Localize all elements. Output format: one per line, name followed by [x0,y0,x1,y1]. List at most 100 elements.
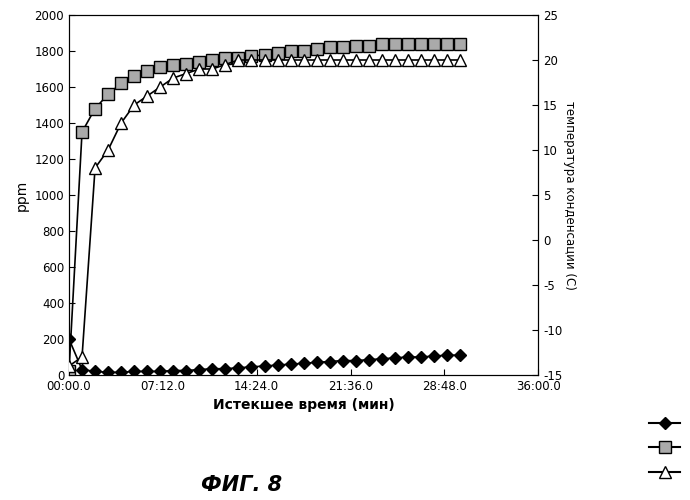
CO2 [456,41,464,47]
Y-axis label: ppm: ppm [14,180,29,210]
CO2 [260,52,268,58]
CO2 [417,41,425,47]
CO [91,368,99,374]
Tdew [65,363,73,369]
CO2 [78,129,86,135]
CO [417,354,425,360]
CO [443,352,451,358]
CO [456,352,464,358]
CO2 [326,44,334,51]
Tdew [143,93,151,99]
CO [339,358,347,364]
Tdew [195,66,204,72]
CO [156,368,164,374]
X-axis label: Истекшее время (мин): Истекшее время (мин) [213,398,395,412]
Tdew [117,120,126,126]
Tdew [273,57,282,63]
CO [208,366,217,372]
Tdew [391,57,399,63]
CO2 [391,41,399,47]
Tdew [456,57,464,63]
CO2 [169,62,177,68]
CO [195,366,204,372]
CO2 [443,41,451,47]
Tdew [104,147,112,153]
CO2 [404,41,412,47]
Line: CO: CO [65,335,464,376]
CO [430,353,438,359]
CO2 [91,106,99,112]
CO2 [104,91,112,97]
CO2 [65,368,73,374]
CO2 [313,46,321,52]
Tdew [156,84,164,90]
CO [299,360,308,366]
CO2 [286,48,295,54]
Tdew [78,354,86,360]
Text: ФИГ. 8: ФИГ. 8 [201,475,282,495]
CO2 [182,60,190,66]
CO [326,358,334,364]
CO2 [352,42,360,48]
CO2 [195,59,204,65]
CO [377,356,386,362]
CO2 [364,42,373,48]
CO2 [143,68,151,74]
CO [65,336,73,342]
CO [143,368,151,374]
CO2 [130,73,138,79]
Tdew [130,102,138,108]
CO2 [377,41,386,47]
CO2 [117,80,126,86]
Tdew [417,57,425,63]
Line: Tdew: Tdew [63,54,466,372]
CO2 [339,44,347,51]
Tdew [221,62,230,68]
CO2 [235,55,243,61]
Tdew [352,57,360,63]
CO [247,364,255,370]
Tdew [208,66,217,72]
Tdew [364,57,373,63]
CO [404,354,412,360]
CO2 [430,41,438,47]
CO [78,366,86,372]
CO [260,363,268,369]
CO [235,365,243,371]
Tdew [235,57,243,63]
CO [221,366,230,372]
CO2 [273,50,282,56]
CO [313,360,321,366]
CO [391,355,399,361]
Y-axis label: температура конденсации (С): температура конденсации (С) [563,100,576,290]
Tdew [91,165,99,171]
CO [352,358,360,364]
CO [364,356,373,362]
Tdew [377,57,386,63]
CO [117,370,126,376]
Legend: CO, CO2, Tdew: CO, CO2, Tdew [644,412,690,484]
Tdew [260,57,268,63]
CO [273,362,282,368]
Tdew [326,57,334,63]
Tdew [443,57,451,63]
Tdew [313,57,321,63]
Tdew [169,75,177,81]
CO [104,370,112,376]
Tdew [286,57,295,63]
Tdew [430,57,438,63]
CO [169,368,177,374]
Tdew [339,57,347,63]
CO2 [156,64,164,70]
CO2 [247,54,255,60]
CO2 [221,55,230,61]
Tdew [299,57,308,63]
CO2 [208,57,217,63]
Tdew [247,57,255,63]
Line: CO2: CO2 [63,38,466,378]
CO [286,361,295,367]
Tdew [404,57,412,63]
CO [182,368,190,374]
CO2 [299,48,308,54]
CO [130,368,138,374]
